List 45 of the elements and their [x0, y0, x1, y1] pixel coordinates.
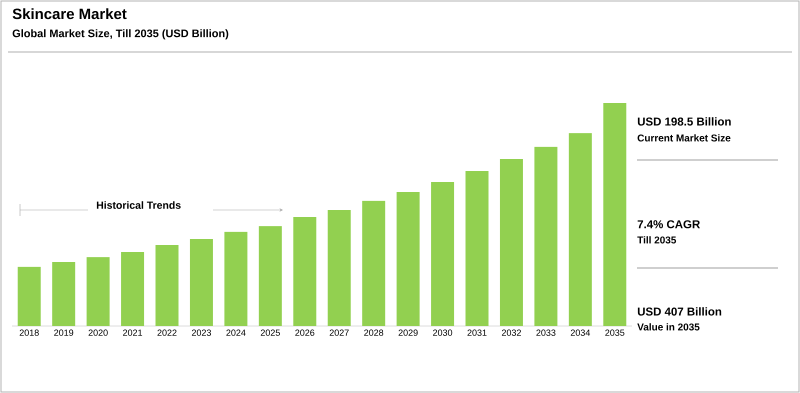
- bar: [156, 245, 179, 326]
- bar: [190, 239, 213, 326]
- x-tick-label: 2030: [433, 330, 452, 336]
- bar: [431, 182, 454, 326]
- bar: [224, 232, 248, 326]
- x-tick-label: 2035: [605, 330, 624, 336]
- bar: [466, 171, 489, 326]
- text: 7.4% CAGR: [638, 220, 700, 228]
- annotation: Historical Trends: [96, 201, 181, 209]
- x-tick-label: 2022: [157, 330, 177, 336]
- x-tick-label: 2020: [88, 330, 108, 336]
- text: USD 198.5 Billion: [638, 117, 731, 126]
- chart-subtitle: Global Market Size, Till 2035 (USD Billion): [12, 29, 228, 40]
- bar: [293, 216, 316, 326]
- bar: [500, 158, 523, 326]
- text: Current Market Size: [638, 134, 730, 142]
- bar: [121, 252, 144, 326]
- x-tick-label: 2021: [123, 330, 142, 336]
- x-tick-label: 2024: [226, 330, 246, 336]
- x-tick-label: 2026: [295, 330, 314, 336]
- bar: [328, 210, 351, 326]
- chart-title: Skincare Market: [12, 8, 127, 20]
- x-tick-label: 2028: [364, 330, 384, 336]
- text: Value in 2035: [637, 323, 700, 331]
- bar: [396, 192, 420, 326]
- x-tick-label: 2023: [192, 330, 212, 336]
- bar: [362, 200, 386, 326]
- bar: [52, 262, 76, 326]
- text: Till 2035: [637, 236, 676, 244]
- x-tick-label: 2019: [54, 330, 74, 336]
- bar: [258, 226, 282, 326]
- bar: [534, 146, 558, 326]
- x-tick-label: 2027: [330, 330, 349, 336]
- x-tick-label: 2025: [260, 330, 280, 336]
- bar: [603, 102, 626, 326]
- x-tick-label: 2034: [570, 330, 590, 336]
- text: USD 407 Billion: [638, 307, 722, 316]
- bar: [18, 266, 41, 326]
- bar: [86, 257, 110, 326]
- bar: [568, 133, 592, 326]
- x-tick-label: 2032: [502, 330, 521, 336]
- x-tick-label: 2029: [398, 330, 418, 336]
- x-tick-label: 2031: [467, 330, 487, 336]
- x-tick-label: 2018: [20, 330, 39, 336]
- x-tick-label: 2033: [536, 330, 556, 336]
